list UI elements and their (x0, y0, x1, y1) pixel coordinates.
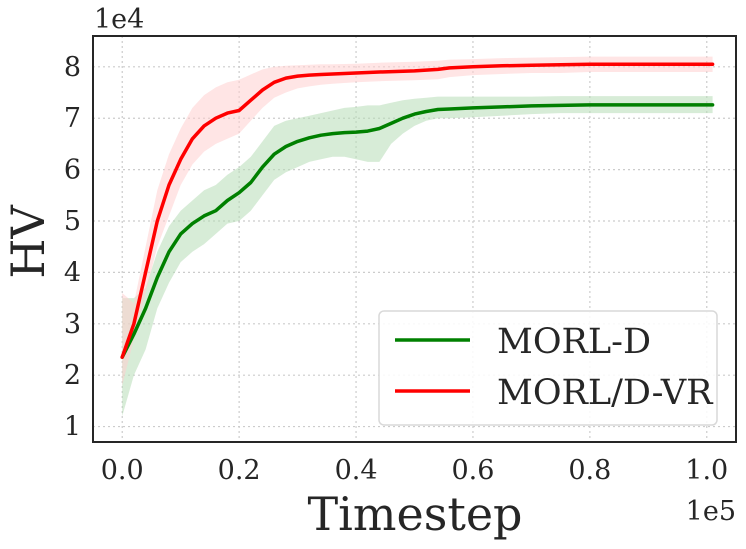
series-lines (120, 62, 715, 359)
y-tick-label: 8 (64, 52, 81, 83)
y-axis-title: HV (1, 205, 55, 279)
x-tick-label: 0.6 (451, 455, 494, 486)
x-axis-title: Timestep (308, 487, 523, 541)
y-tick-label: 1 (64, 412, 81, 443)
y-tick-label: 5 (64, 206, 81, 237)
x-tick-label: 0.2 (218, 455, 261, 486)
line-morl-d-vr (120, 62, 715, 359)
legend-label-morl-d-vr: MORL/D-VR (497, 373, 714, 413)
y-tick-label: 2 (64, 360, 81, 391)
y-tick-label: 7 (64, 103, 81, 134)
y-offset-label: 1e4 (94, 4, 144, 35)
x-tick-label: 1.0 (685, 455, 728, 486)
y-tick-label: 6 (64, 155, 81, 186)
legend-label-morl-d: MORL-D (497, 322, 651, 362)
line-morl-d (120, 103, 715, 359)
plot-frame (92, 35, 737, 443)
x-offset-label: 1e5 (686, 496, 736, 527)
confidence-bands (122, 56, 713, 417)
x-tick-label: 0.0 (101, 455, 144, 486)
band-morl-d (122, 96, 713, 417)
y-axis-ticks: 1 2 3 4 5 6 7 8 (64, 52, 81, 443)
x-axis-ticks: 0.0 0.2 0.4 0.6 0.8 1.0 (101, 455, 728, 486)
y-tick-label: 3 (64, 309, 81, 340)
x-tick-label: 0.4 (335, 455, 378, 486)
x-tick-label: 0.8 (568, 455, 611, 486)
legend: MORL-D MORL/D-VR (378, 310, 718, 426)
y-tick-label: 4 (64, 257, 81, 288)
